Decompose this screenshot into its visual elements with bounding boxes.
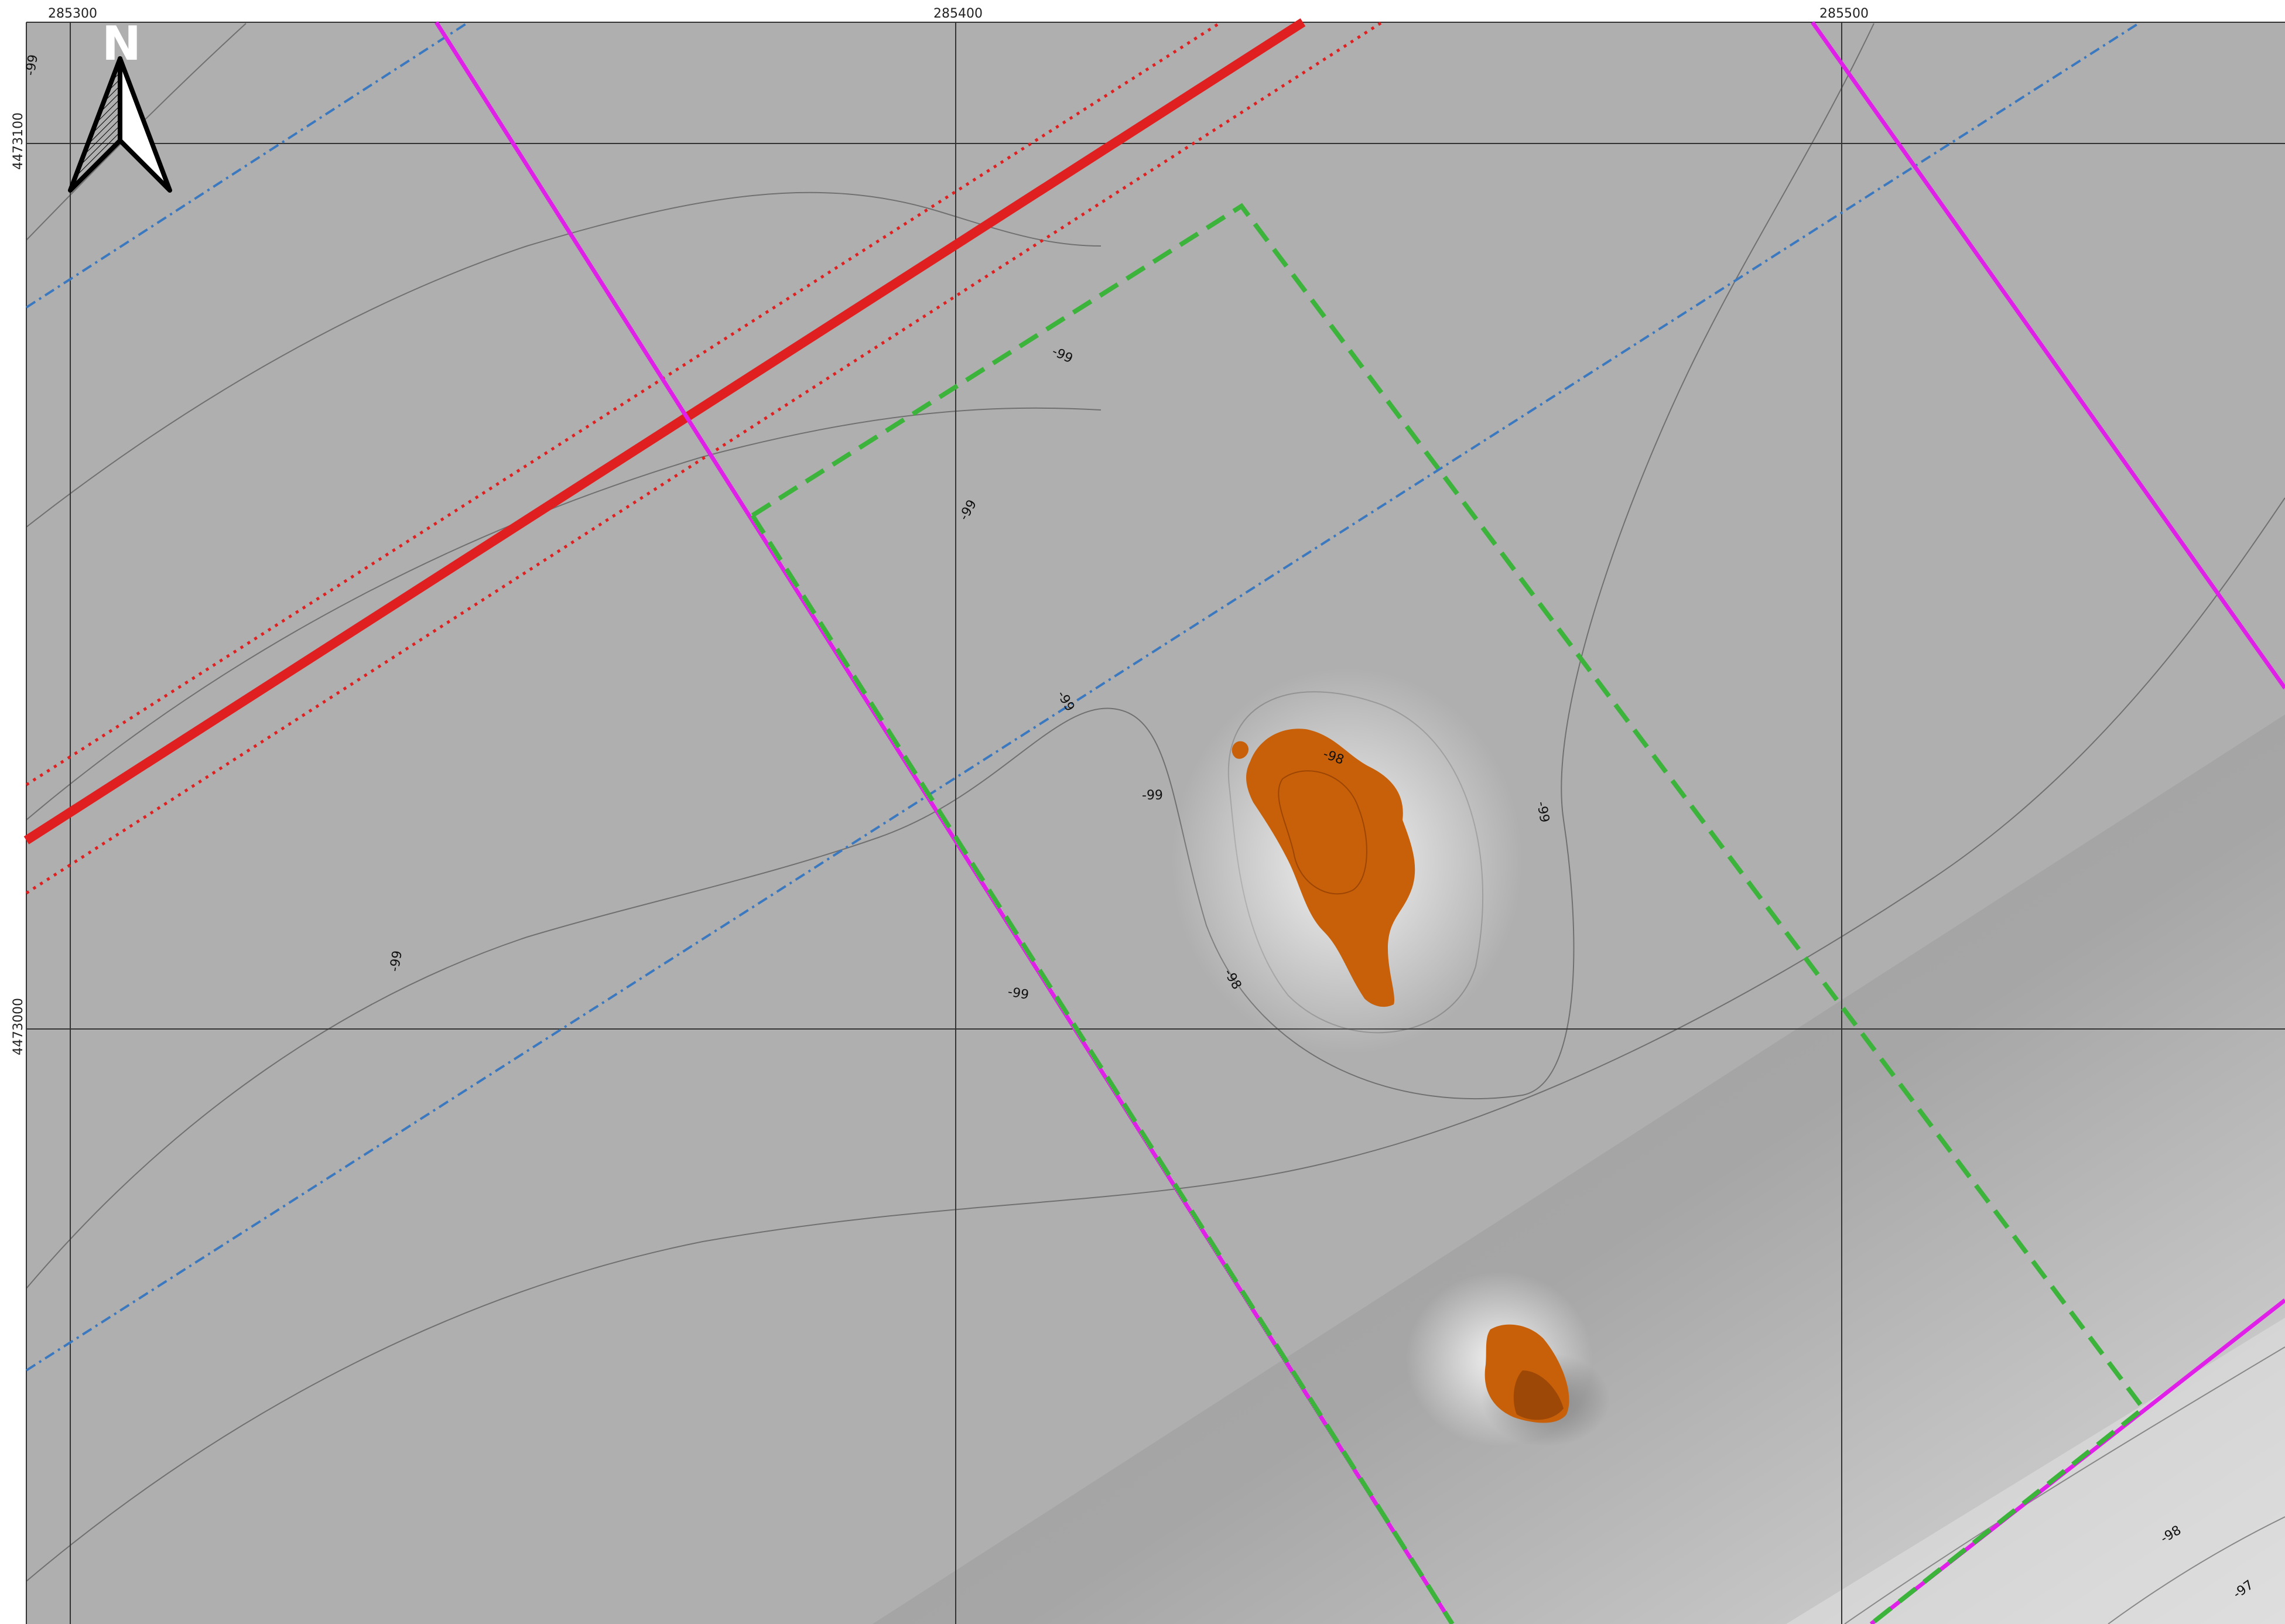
frame-margin-left [0,0,26,1624]
north-arrow-letter: N [102,16,141,71]
target-orange-large-inner [1278,770,1367,895]
north-arrow: N [68,16,172,193]
depth-label: -99 [1534,801,1552,824]
north-arrow-right-half [118,56,172,193]
green-box-west-edge [750,514,1455,1624]
y-coord-label: 4473000 [11,998,26,1055]
contour-line [26,407,1102,820]
cable-route [23,18,1383,895]
target-orange-large [1246,729,1415,1007]
x-coord-label: 285500 [1819,6,1869,21]
cable-buffer-lower [25,20,1383,895]
cable-line [23,18,1306,845]
contour-line [26,497,2285,1582]
y-coord-label: 4473100 [11,112,26,170]
depth-label: -99 [23,53,41,77]
x-coord-label: 285300 [48,6,97,21]
blue-dashdot-lines [25,21,2142,1372]
magenta-line-east [1811,20,2285,690]
targets [1171,668,1610,1447]
target-orange-speck [1232,741,1249,759]
coordinate-labels: 285300 285400 285500 4473100 4473000 [11,6,1869,1055]
green-box-outline [751,203,2147,1624]
target-orange-small-shade [1513,1370,1564,1420]
depth-label: -99 [1007,984,1030,1003]
blue-dashdot-line-1 [25,21,470,309]
contour-line [2108,1516,2285,1624]
depth-label: -99 [1142,788,1163,803]
x-coord-label: 285400 [933,6,983,21]
green-survey-box [750,203,2147,1624]
depth-label: -99 [387,949,405,973]
blue-dashdot-line-2 [25,21,2142,1372]
coordinate-grid [26,22,2285,1624]
survey-band [873,714,2285,1624]
frame-margin-top [0,0,2285,22]
contour-line [1844,1346,2285,1624]
cable-buffer-upper [25,20,1222,787]
survey-band-bright-edge [1786,1318,2285,1624]
